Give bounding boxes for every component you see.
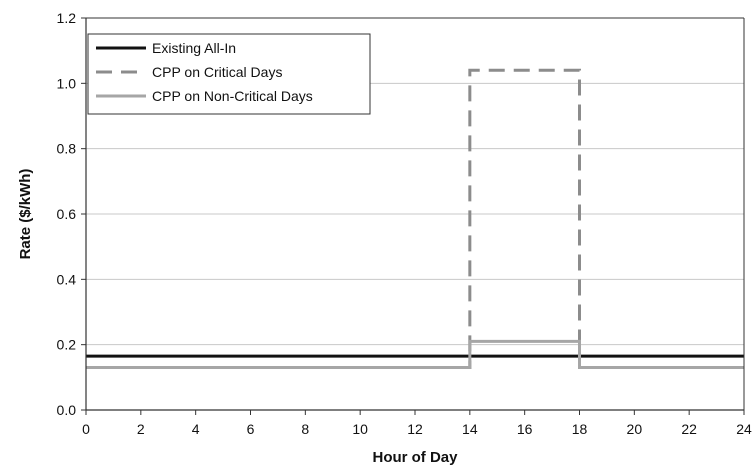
series-lines [86, 68, 744, 370]
x-tick-label-9: 18 [572, 421, 588, 437]
x-tick-label-1: 2 [137, 421, 145, 437]
x-tick-label-5: 10 [352, 421, 368, 437]
x-tick-label-4: 8 [301, 421, 309, 437]
x-tick-label-2: 4 [192, 421, 200, 437]
y-tick-label-6: 1.2 [57, 10, 77, 26]
x-axis-title: Hour of Day [372, 449, 458, 466]
x-tick-label-6: 12 [407, 421, 423, 437]
series-line-2 [86, 339, 744, 370]
y-tick-label-5: 1.0 [57, 75, 77, 91]
y-tick-label-4: 0.8 [57, 141, 77, 157]
series-line-1 [86, 68, 744, 370]
x-tick-label-0: 0 [82, 421, 90, 437]
y-tick-label-0: 0.0 [57, 402, 77, 418]
y-axis-title: Rate ($/kWh) [17, 169, 34, 260]
y-tick-label-1: 0.2 [57, 337, 77, 353]
legend-label-2: CPP on Non-Critical Days [152, 88, 313, 104]
y-tick-label-3: 0.6 [57, 206, 77, 222]
x-tick-label-8: 16 [517, 421, 533, 437]
legend-label-0: Existing All-In [152, 40, 236, 56]
x-tick-label-7: 14 [462, 421, 478, 437]
x-tick-label-3: 6 [247, 421, 255, 437]
x-tick-label-12: 24 [736, 421, 752, 437]
x-tick-label-10: 20 [627, 421, 643, 437]
legend: Existing All-In CPP on Critical Days CPP o… [87, 33, 371, 115]
x-axis-ticks: 0 2 4 6 8 10 12 14 16 18 20 22 24 [82, 410, 752, 437]
legend-label-1: CPP on Critical Days [152, 64, 282, 80]
y-axis-ticks: 0.0 0.2 0.4 0.6 0.8 1.0 1.2 [57, 10, 86, 418]
x-tick-label-11: 22 [681, 421, 697, 437]
y-tick-label-2: 0.4 [57, 271, 77, 287]
